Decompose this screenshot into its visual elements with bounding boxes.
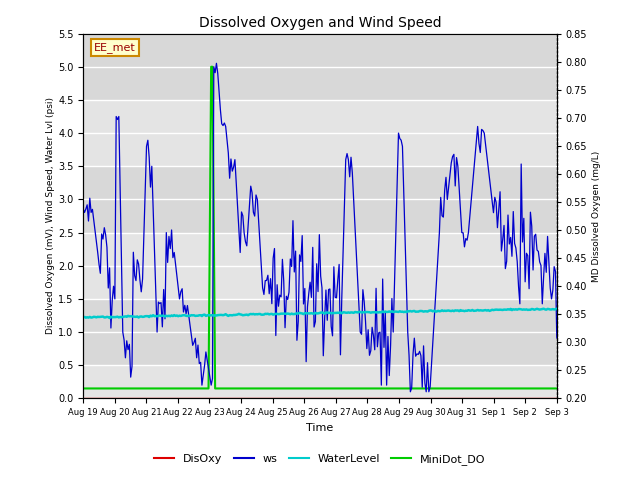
- Y-axis label: Dissolved Oxygen (mV), Wind Speed, Water Lvl (psi): Dissolved Oxygen (mV), Wind Speed, Water…: [46, 97, 55, 335]
- Bar: [83, 299, 557, 365]
- X-axis label: Time: Time: [307, 423, 333, 432]
- Bar: [83, 34, 557, 100]
- Bar: [83, 365, 557, 398]
- Text: EE_met: EE_met: [94, 42, 136, 53]
- Y-axis label: MD Dissolved Oxygen (mg/L): MD Dissolved Oxygen (mg/L): [591, 150, 600, 282]
- Legend: DisOxy, ws, WaterLevel, MiniDot_DO: DisOxy, ws, WaterLevel, MiniDot_DO: [150, 450, 490, 469]
- Bar: [83, 100, 557, 166]
- Title: Dissolved Oxygen and Wind Speed: Dissolved Oxygen and Wind Speed: [198, 16, 442, 30]
- Bar: [83, 233, 557, 299]
- Bar: [83, 166, 557, 233]
